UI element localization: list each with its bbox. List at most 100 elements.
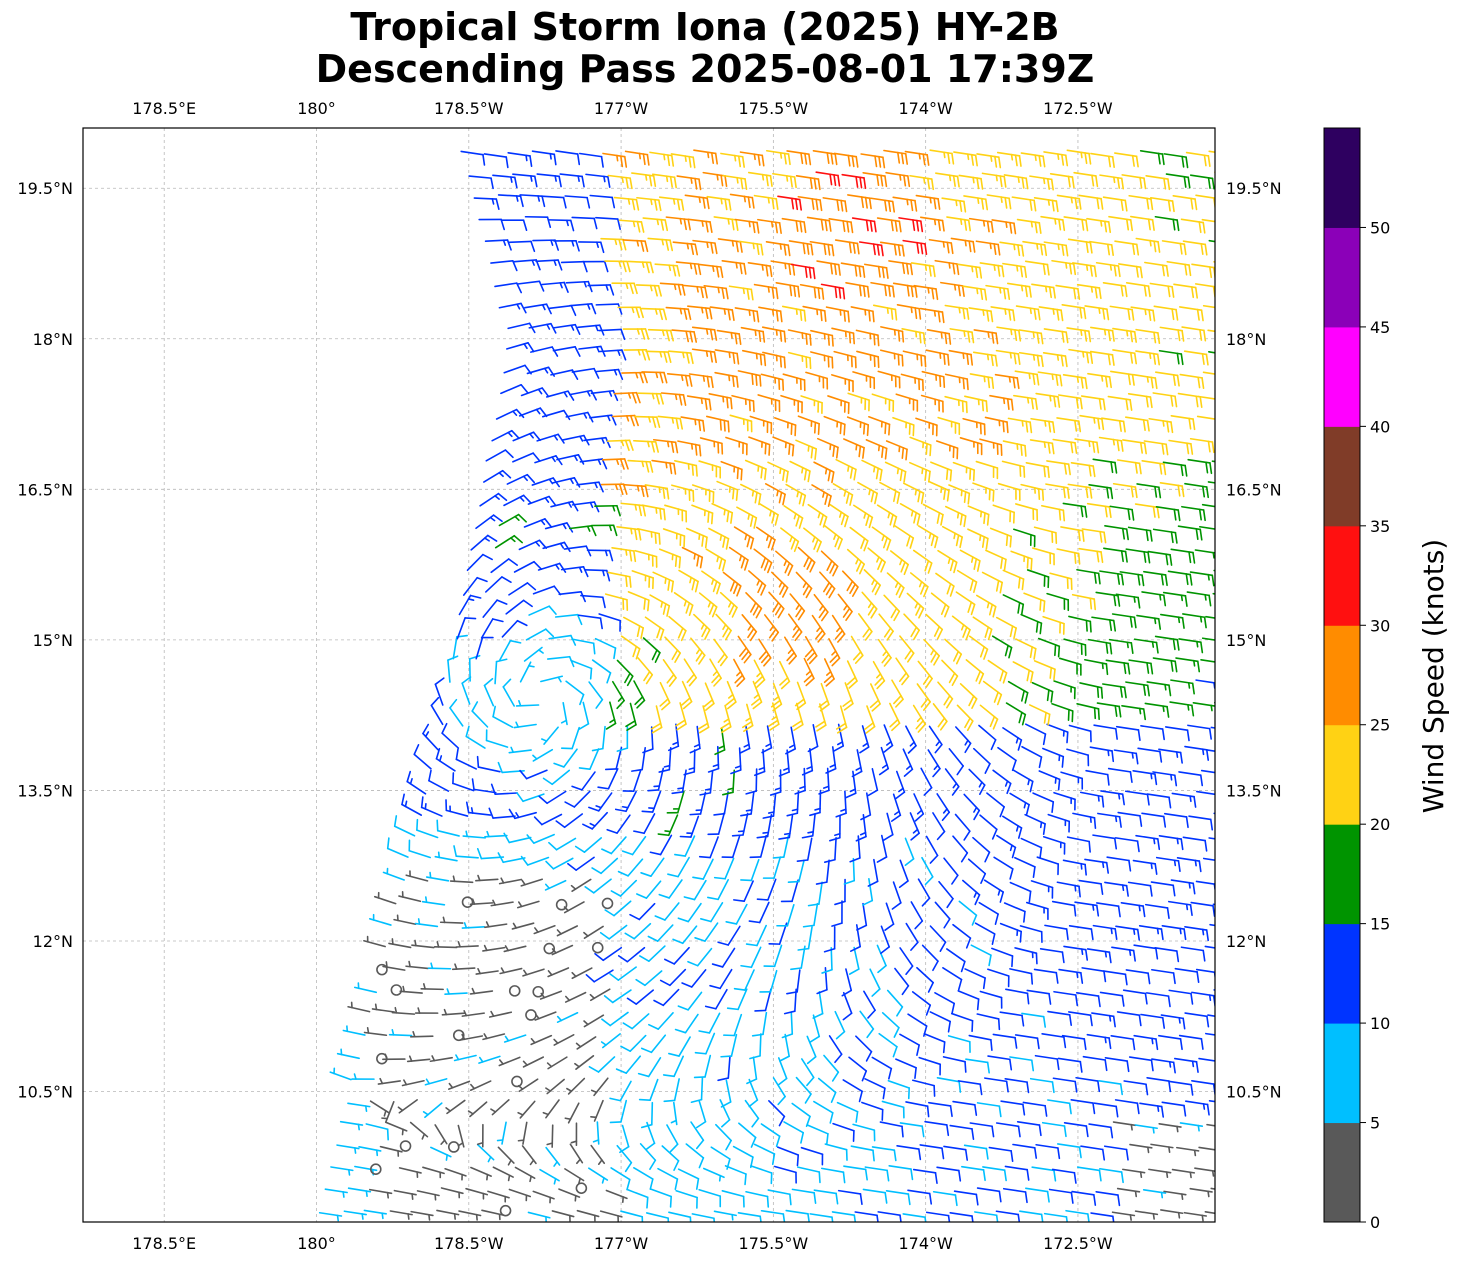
barb-feather [724, 629, 732, 641]
wind-barb [626, 989, 654, 1005]
barb-shaft [1133, 944, 1157, 950]
barb-shaft [880, 925, 891, 948]
barb-feather [603, 995, 614, 1004]
wind-barb [445, 799, 469, 817]
barb-feather [662, 603, 667, 615]
wind-barb [767, 461, 789, 483]
barb-half-feather [751, 489, 755, 497]
wind-barb [867, 768, 879, 797]
barb-feather [1182, 1017, 1186, 1030]
barb-feather [1088, 464, 1092, 477]
wind-barb [934, 901, 951, 929]
barb-shaft [737, 988, 748, 1011]
barb-shaft [1068, 1011, 1092, 1016]
wind-barb [737, 1212, 762, 1222]
wind-barb [422, 723, 439, 751]
barb-feather [1172, 638, 1176, 651]
barb-shaft [1057, 1143, 1081, 1149]
barb-feather [762, 815, 775, 819]
barb-feather [1108, 376, 1112, 389]
barb-half-feather [776, 489, 779, 497]
barb-feather [1074, 441, 1078, 454]
barb-half-feather [698, 533, 701, 541]
barb-feather [1142, 683, 1147, 696]
barb-feather [449, 698, 458, 709]
barb-shaft [738, 1122, 757, 1139]
barb-feather [777, 1095, 786, 1106]
barb-feather [962, 377, 965, 390]
barb-half-feather [778, 581, 783, 588]
barb-shaft [1093, 1102, 1118, 1108]
barb-half-feather [467, 1110, 474, 1115]
barb-feather [655, 392, 660, 405]
barb-shaft [492, 815, 516, 819]
barb-half-feather [551, 456, 556, 463]
barb-half-feather [1177, 616, 1181, 624]
wind-barb [519, 769, 548, 780]
wind-barb [613, 391, 641, 404]
wind-barb [979, 990, 1003, 1009]
barb-feather [949, 1105, 953, 1118]
wind-barb [401, 793, 423, 816]
barb-shaft [528, 605, 551, 616]
barb-feather [1097, 417, 1101, 430]
barb-feather [992, 605, 997, 618]
barb-feather [464, 617, 477, 620]
wind-barb [490, 783, 518, 796]
barb-half-feather [414, 939, 417, 947]
wind-barb [736, 506, 758, 529]
barb-shaft [673, 1078, 680, 1102]
barb-feather [1050, 690, 1054, 703]
barb-feather [582, 566, 589, 578]
wind-barb [588, 1167, 609, 1184]
barb-feather [688, 676, 698, 687]
wind-barb [959, 549, 981, 572]
wind-barb [583, 436, 611, 449]
barb-half-feather [727, 693, 734, 699]
barb-feather [876, 680, 886, 690]
wind-barb [823, 524, 843, 550]
barb-feather [1078, 1146, 1082, 1159]
barb-feather [853, 468, 857, 481]
barb-shaft [1090, 1212, 1114, 1218]
barb-shaft [1066, 836, 1090, 843]
barb-feather [791, 444, 795, 457]
wind-barb [1103, 1145, 1129, 1161]
wind-barb [459, 1033, 484, 1041]
barb-feather [681, 697, 691, 706]
wind-barb [1012, 769, 1034, 793]
barb-feather [1023, 465, 1026, 478]
wind-barb [671, 484, 695, 503]
wind-barb [956, 569, 978, 593]
barb-feather [654, 441, 659, 453]
wind-barb [1035, 1143, 1061, 1160]
wind-barb [829, 814, 841, 842]
barb-shaft [492, 715, 514, 728]
wind-barb [363, 1209, 387, 1220]
barb-feather [1105, 663, 1109, 676]
barb-feather [845, 492, 850, 504]
barb-half-feather [783, 559, 788, 567]
barb-half-feather [573, 454, 578, 462]
barb-feather [973, 809, 981, 821]
barb-half-feather [336, 1214, 340, 1222]
barb-half-feather [1043, 441, 1046, 449]
barb-feather [1234, 464, 1235, 474]
wind-barb [588, 792, 613, 812]
wind-barb [461, 922, 486, 929]
barb-feather [1172, 884, 1176, 897]
wind-barb [996, 616, 1017, 640]
barb-shaft [1205, 615, 1215, 619]
barb-feather [942, 375, 946, 389]
wind-barb [1038, 770, 1061, 791]
barb-half-feather [693, 743, 701, 748]
wind-barb [626, 1188, 649, 1209]
barb-shaft [656, 924, 674, 942]
barb-feather [1005, 534, 1009, 547]
wind-barb [478, 1055, 501, 1064]
wind-barb [475, 874, 499, 882]
barb-feather [1154, 863, 1158, 875]
wind-barb [936, 1076, 962, 1093]
barb-feather [1096, 550, 1100, 563]
barb-feather [1202, 509, 1206, 522]
